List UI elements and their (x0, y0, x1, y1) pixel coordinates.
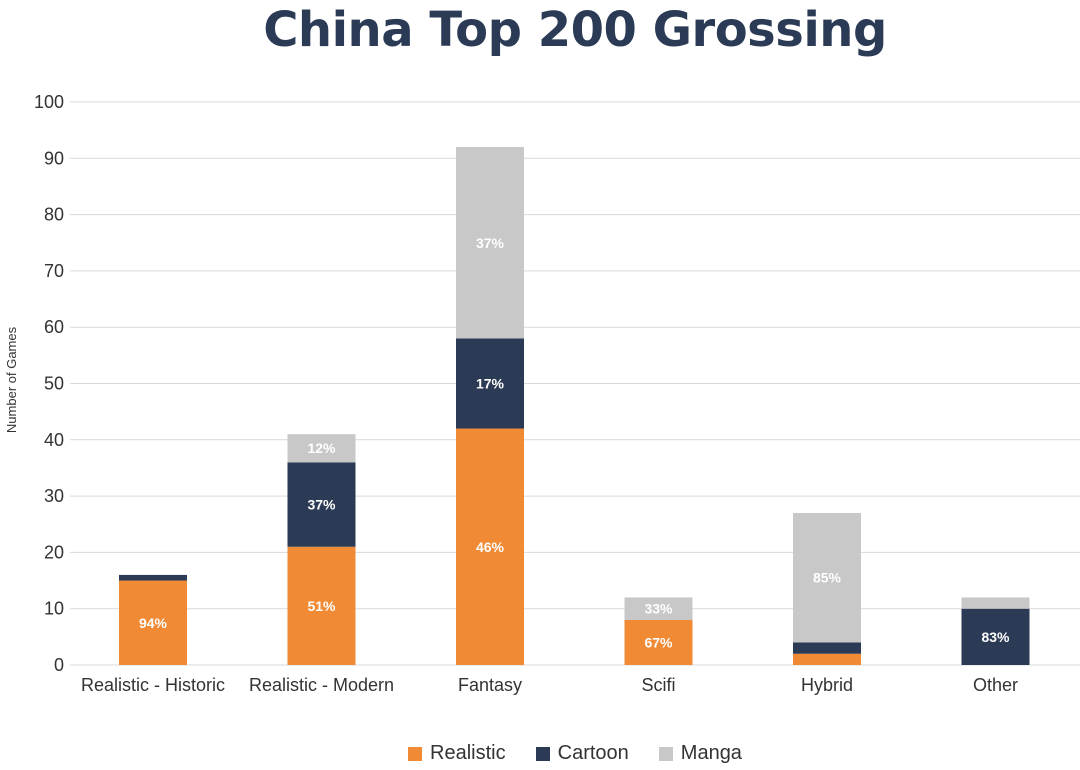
y-tick-label: 10 (44, 599, 64, 619)
y-tick-label: 70 (44, 261, 64, 281)
bar-segment-realistic (624, 619, 693, 665)
bar-segment-manga (456, 147, 524, 339)
bar-segment-manga (287, 434, 356, 463)
segment-label: 33% (644, 601, 673, 617)
segment-label: 37% (476, 235, 505, 251)
y-axis-label: Number of Games (4, 326, 19, 433)
segment-label: 37% (307, 497, 336, 513)
bar-segment-cartoon (793, 642, 861, 654)
bar-segment-realistic (793, 653, 861, 665)
y-tick-label: 40 (44, 430, 64, 450)
y-axis-ticks: 0 10 20 30 40 50 60 70 80 90 100 (34, 92, 64, 675)
x-category-label: Other (973, 675, 1018, 695)
bar-segment-manga (961, 597, 1030, 609)
segment-label: 17% (476, 376, 505, 392)
x-category-label: Scifi (641, 675, 675, 695)
segment-labels: 94% 51% 37% 12% 46% 17% 37% 67% 33% 85% 83% (139, 235, 1010, 651)
y-tick-label: 90 (44, 148, 64, 168)
segment-label: 67% (644, 634, 673, 650)
x-category-label: Fantasy (458, 675, 522, 695)
y-tick-label: 30 (44, 486, 64, 506)
bar-segment-cartoon (119, 574, 187, 581)
segment-label: 83% (981, 629, 1010, 645)
legend: Realistic Cartoon Manga (0, 742, 1080, 765)
legend-item-realistic: Realistic (408, 742, 506, 765)
x-category-label: Hybrid (801, 675, 853, 695)
segment-label: 85% (813, 570, 842, 586)
bar-segment-cartoon (961, 608, 1030, 665)
bar-segment-realistic (287, 546, 356, 665)
x-category-label: Realistic - Historic (81, 675, 225, 695)
bar-segment-realistic (456, 428, 524, 665)
chart-title: China Top 200 Grossing (263, 2, 887, 58)
segment-label: 46% (476, 539, 505, 555)
y-tick-label: 60 (44, 317, 64, 337)
legend-label: Manga (680, 742, 742, 764)
bar-segment-cartoon (456, 338, 524, 429)
legend-item-manga: Manga (658, 742, 742, 765)
segment-label: 94% (139, 615, 168, 631)
y-tick-label: 100 (34, 92, 64, 112)
legend-label: Cartoon (557, 742, 629, 764)
legend-swatch (658, 746, 673, 761)
x-axis-categories: Realistic - Historic Realistic - Modern Fa… (81, 675, 1018, 695)
bars (119, 147, 1030, 665)
bar-segment-realistic (119, 580, 187, 665)
legend-label: Realistic (430, 742, 506, 764)
bar-segment-cartoon (287, 462, 356, 547)
y-tick-label: 20 (44, 542, 64, 562)
legend-item-cartoon: Cartoon (535, 742, 629, 765)
y-tick-label: 80 (44, 205, 64, 225)
segment-label: 12% (307, 440, 336, 456)
bar-segment-manga (624, 597, 693, 620)
legend-swatch (408, 746, 423, 761)
bar-segment-manga (793, 512, 861, 643)
x-category-label: Realistic - Modern (249, 675, 394, 695)
y-tick-label: 50 (44, 374, 64, 394)
y-tick-label: 0 (54, 655, 64, 675)
segment-label: 51% (307, 598, 336, 614)
gridlines (70, 101, 1080, 666)
legend-swatch (535, 746, 550, 761)
